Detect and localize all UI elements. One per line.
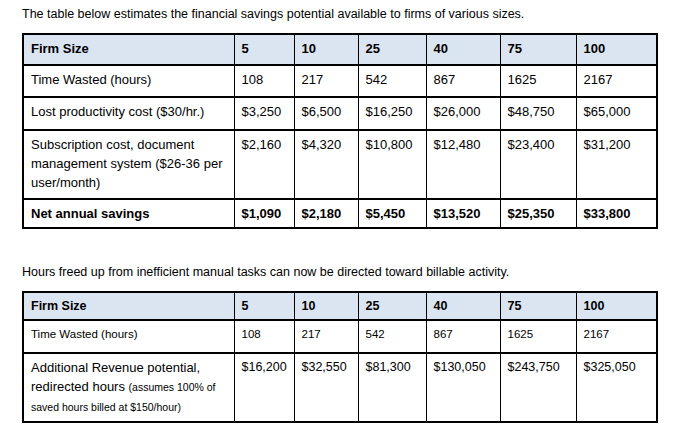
value-cell: 2167 — [576, 65, 657, 97]
firm-size-col-header: 10 — [294, 34, 358, 65]
value-cell: $2,160 — [234, 130, 294, 199]
value-cell: $10,800 — [358, 130, 426, 199]
value-cell: 867 — [426, 65, 500, 97]
value-cell: $32,550 — [294, 353, 358, 422]
value-cell: 217 — [294, 320, 358, 353]
firm-size-col-header: 5 — [234, 292, 294, 320]
row-label-lost-productivity: Lost productivity cost ($30/hr.) — [23, 97, 234, 130]
value-cell: $31,200 — [576, 130, 657, 199]
value-cell: $26,000 — [426, 97, 500, 130]
value-cell: 108 — [234, 65, 294, 97]
value-cell: $16,200 — [234, 353, 294, 422]
row-label-net-annual-savings: Net annual savings — [23, 199, 234, 228]
firm-size-col-header: 10 — [294, 292, 358, 320]
firm-size-col-header: 75 — [500, 34, 576, 65]
time-wasted-row: Time Wasted (hours) 108 217 542 867 1625… — [23, 65, 657, 97]
firm-size-col-header: 40 — [426, 292, 500, 320]
value-cell: $6,500 — [294, 97, 358, 130]
savings-table: Firm Size 5 10 25 40 75 100 Time Wasted … — [22, 33, 658, 229]
savings-table-header-row: Firm Size 5 10 25 40 75 100 — [23, 34, 657, 65]
firm-size-col-header: 100 — [576, 292, 657, 320]
revenue-table-header-row: Firm Size 5 10 25 40 75 100 — [23, 292, 657, 320]
additional-revenue-row: Additional Revenue potential, redirected… — [23, 353, 657, 422]
value-cell: $12,480 — [426, 130, 500, 199]
row-label-time-wasted: Time Wasted (hours) — [23, 320, 234, 353]
value-cell: 542 — [358, 65, 426, 97]
firm-size-col-header: 75 — [500, 292, 576, 320]
value-cell: 867 — [426, 320, 500, 353]
value-cell: 2167 — [576, 320, 657, 353]
value-cell: $2,180 — [294, 199, 358, 228]
value-cell: $25,350 — [500, 199, 576, 228]
value-cell: 542 — [358, 320, 426, 353]
subscription-cost-row: Subscription cost, document management s… — [23, 130, 657, 199]
value-cell: $243,750 — [500, 353, 576, 422]
value-cell: 1625 — [500, 65, 576, 97]
value-cell: 217 — [294, 65, 358, 97]
value-cell: $325,050 — [576, 353, 657, 422]
row-label-time-wasted: Time Wasted (hours) — [23, 65, 234, 97]
row-label-additional-revenue: Additional Revenue potential, redirected… — [23, 353, 234, 422]
firm-size-col-header: 25 — [358, 34, 426, 65]
lost-productivity-row: Lost productivity cost ($30/hr.) $3,250 … — [23, 97, 657, 130]
time-wasted-row: Time Wasted (hours) 108 217 542 867 1625… — [23, 320, 657, 353]
net-annual-savings-row: Net annual savings $1,090 $2,180 $5,450 … — [23, 199, 657, 228]
firm-size-col-header: 100 — [576, 34, 657, 65]
value-cell: $13,520 — [426, 199, 500, 228]
savings-intro-text: The table below estimates the financial … — [22, 7, 657, 22]
value-cell: 108 — [234, 320, 294, 353]
value-cell: 1625 — [500, 320, 576, 353]
value-cell: $130,050 — [426, 353, 500, 422]
value-cell: $16,250 — [358, 97, 426, 130]
value-cell: $65,000 — [576, 97, 657, 130]
firm-size-col-header: 5 — [234, 34, 294, 65]
document-page: The table below estimates the financial … — [0, 0, 678, 423]
firm-size-header-cell: Firm Size — [23, 34, 234, 65]
value-cell: $48,750 — [500, 97, 576, 130]
revenue-table: Firm Size 5 10 25 40 75 100 Time Wasted … — [22, 291, 658, 423]
firm-size-col-header: 40 — [426, 34, 500, 65]
value-cell: $4,320 — [294, 130, 358, 199]
firm-size-header-cell: Firm Size — [23, 292, 234, 320]
value-cell: $5,450 — [358, 199, 426, 228]
firm-size-col-header: 25 — [358, 292, 426, 320]
value-cell: $81,300 — [358, 353, 426, 422]
value-cell: $33,800 — [576, 199, 657, 228]
value-cell: $1,090 — [234, 199, 294, 228]
value-cell: $3,250 — [234, 97, 294, 130]
value-cell: $23,400 — [500, 130, 576, 199]
revenue-intro-text: Hours freed up from inefficient manual t… — [22, 265, 657, 280]
row-label-subscription-cost: Subscription cost, document management s… — [23, 130, 234, 199]
